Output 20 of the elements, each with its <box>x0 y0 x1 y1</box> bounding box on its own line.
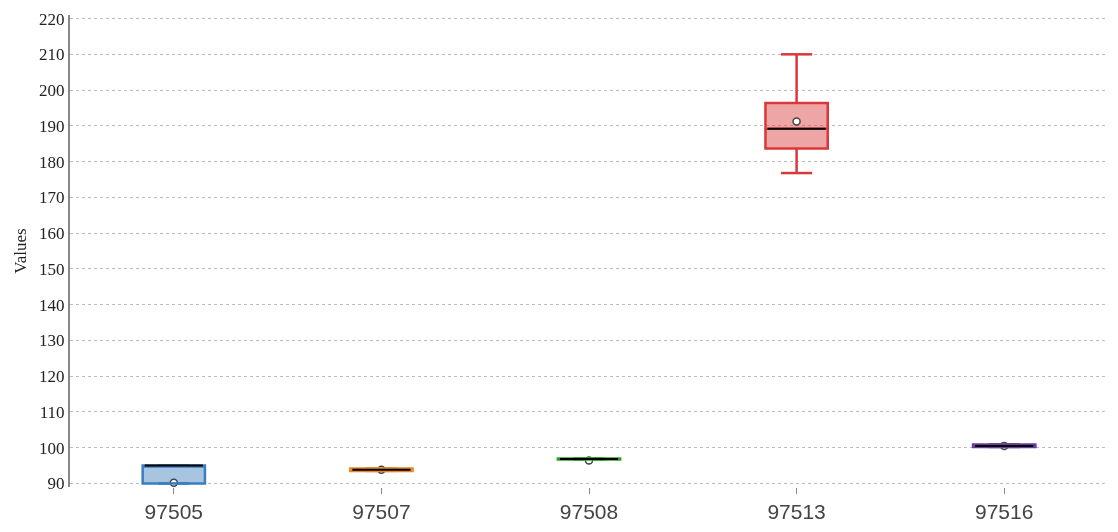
y-tick-label: 200 <box>39 81 65 101</box>
y-tick-label: 210 <box>39 45 65 65</box>
y-tick-label: 150 <box>39 259 65 279</box>
y-tick-label: 180 <box>39 152 65 172</box>
y-tick-label: 160 <box>39 224 65 244</box>
y-tick-label: 130 <box>39 331 65 351</box>
y-tick-label: 220 <box>39 9 65 29</box>
y-tick-label: 190 <box>39 116 65 136</box>
y-tick-label: 120 <box>39 367 65 387</box>
y-tick-label: 170 <box>39 188 65 208</box>
x-tick-label: 97516 <box>975 500 1034 524</box>
y-tick-label: 90 <box>47 474 65 494</box>
y-axis-title: Values <box>11 228 31 274</box>
x-tick-label: 97513 <box>767 500 826 524</box>
y-tick-label: 140 <box>39 295 65 315</box>
y-tick-label: 110 <box>39 402 65 422</box>
x-tick-label: 97507 <box>352 500 411 524</box>
y-tick-label: 100 <box>39 438 65 458</box>
x-tick-label: 97508 <box>559 500 619 524</box>
x-tick-label: 97505 <box>144 500 203 524</box>
